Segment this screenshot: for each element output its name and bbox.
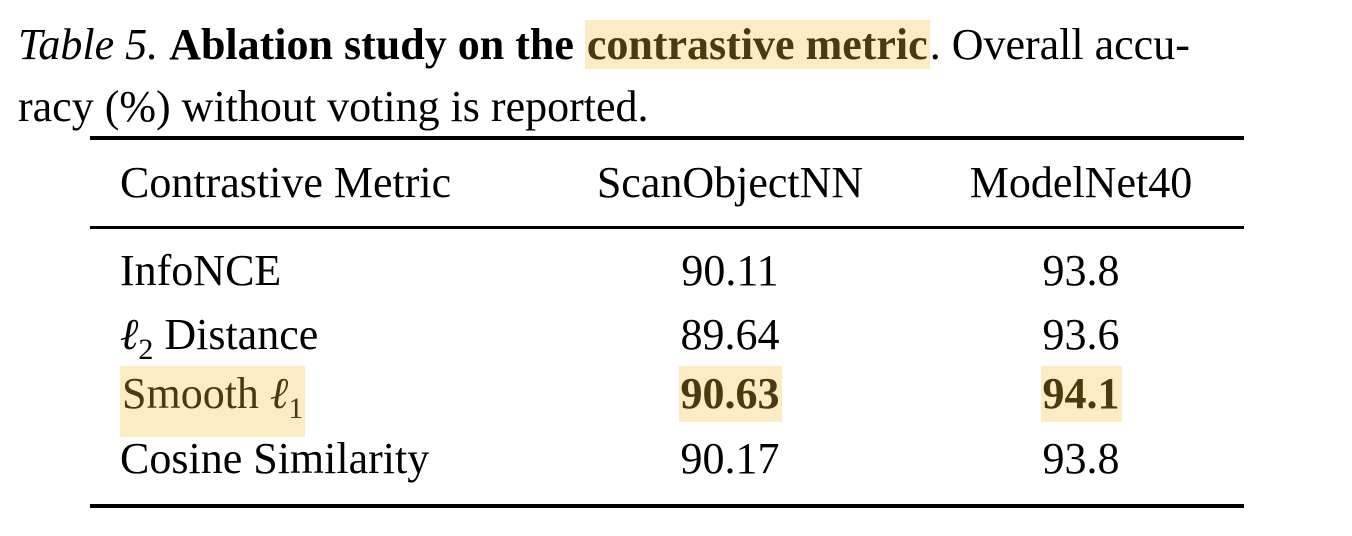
row-infonce-scanobjectnn: 90.11 xyxy=(681,246,779,295)
smooth-l1-highlight: Smooth ℓ1 xyxy=(120,366,306,437)
row-infonce-modelnet40: 93.8 xyxy=(1042,246,1120,295)
table-caption: Table 5. Ablation study on the contrasti… xyxy=(18,14,1340,138)
table-bottom-rule xyxy=(90,504,1244,508)
metric-name-smooth: Smooth xyxy=(122,369,270,418)
row-metric-cosine-similarity: Cosine Similarity xyxy=(120,434,430,483)
row-l2-modelnet40: 93.6 xyxy=(1042,310,1120,359)
best-scanobjectnn-value: 90.63 xyxy=(678,366,782,422)
header-scanobjectnn: ScanObjectNN xyxy=(596,158,864,207)
ell-symbol: ℓ xyxy=(269,369,289,418)
subscript-1: 1 xyxy=(288,392,304,425)
subscript-2: 2 xyxy=(138,333,154,366)
best-modelnet40-value: 94.1 xyxy=(1040,366,1122,422)
caption-highlight: contrastive metric xyxy=(584,20,930,69)
row-smooth-l1-modelnet40: 94.1 xyxy=(948,366,1214,422)
ell-symbol: ℓ xyxy=(120,310,139,359)
table-header-rule xyxy=(90,226,1244,229)
row-l2-scanobjectnn: 89.64 xyxy=(680,310,780,359)
caption-label: Table 5. xyxy=(18,20,159,69)
row-cosine-scanobjectnn: 90.17 xyxy=(680,434,780,483)
row-cosine-modelnet40: 93.8 xyxy=(1042,434,1120,483)
row-smooth-l1-scanobjectnn: 90.63 xyxy=(574,366,886,422)
caption-text-line2: racy (%) without voting is reported. xyxy=(18,82,649,131)
row-metric-smooth-l1: Smooth ℓ1 xyxy=(120,366,306,437)
caption-title: Ablation study on the xyxy=(169,20,574,69)
header-modelnet40: ModelNet40 xyxy=(969,158,1193,207)
caption-text-line1: . Overall accu- xyxy=(929,20,1190,69)
header-contrastive-metric: Contrastive Metric xyxy=(120,158,452,207)
metric-name-distance: Distance xyxy=(153,310,319,359)
table-top-rule xyxy=(90,136,1244,140)
row-metric-infonce: InfoNCE xyxy=(120,246,282,295)
row-metric-l2-distance: ℓ2 Distance xyxy=(120,310,318,375)
